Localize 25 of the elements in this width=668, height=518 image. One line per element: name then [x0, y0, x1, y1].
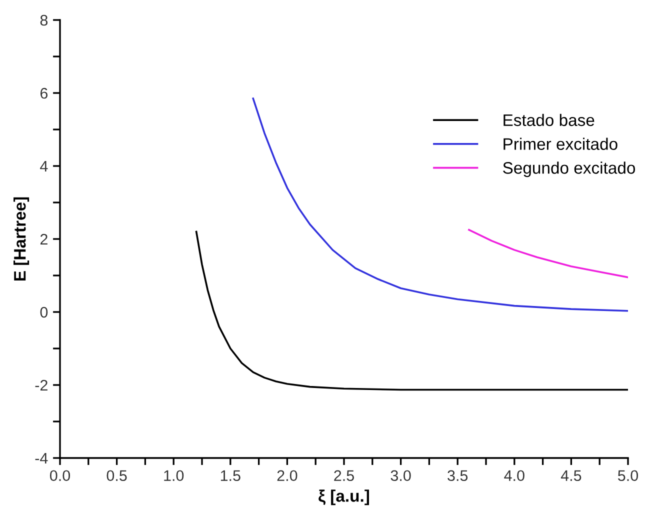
y-tick-label: -4 — [35, 453, 48, 464]
y-tick-label: 4 — [40, 161, 48, 172]
y-tick-label: 6 — [40, 88, 48, 99]
x-tick-label: 2.5 — [334, 470, 354, 482]
x-tick-label: 0.5 — [106, 470, 127, 482]
x-tick-label: 3.5 — [448, 470, 468, 482]
x-tick-label: 1.0 — [164, 470, 184, 482]
x-tick-label: 3.0 — [390, 470, 411, 482]
y-tick-label: 0 — [40, 306, 48, 318]
x-axis-title: ξ [a.u.] — [318, 490, 369, 506]
legend-label: Primer excitado — [504, 138, 618, 150]
x-tick-label: 5.0 — [618, 470, 638, 482]
x-tick-label: 0.0 — [50, 470, 70, 482]
line-series — [195, 230, 628, 391]
x-tick-label: 1.5 — [220, 470, 240, 482]
y-tick-label: 8 — [40, 14, 48, 26]
legend-label: Segundo excitado — [503, 162, 636, 178]
x-tick-label: 2.0 — [277, 470, 298, 482]
x-tick-label: 4.5 — [560, 470, 582, 482]
y-tick-label: 2 — [40, 234, 48, 245]
y-tick-label: -2 — [35, 380, 48, 391]
y-axis-title: E [Hartree] — [14, 197, 30, 280]
line-series — [468, 228, 628, 278]
x-tick-label: 4.0 — [504, 470, 524, 482]
legend-label: Estado base — [504, 114, 594, 126]
